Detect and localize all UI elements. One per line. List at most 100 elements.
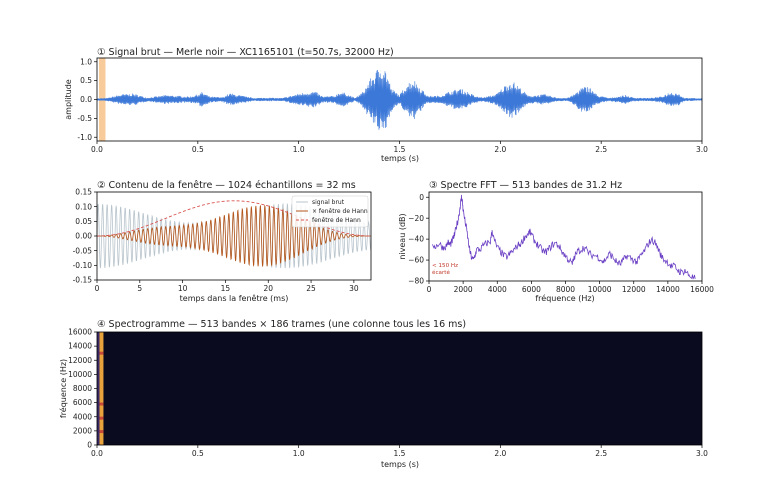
waveform-title: ① Signal brut — Merle noir — XC1165101 (… <box>97 47 394 58</box>
p4-y-tick-label: 0 <box>87 441 92 450</box>
spectrum-x-ticks: 0 2000 4000 6000 8000 10000 12000 14000 16000 <box>427 281 714 294</box>
p4-y-tick-label: 16000 <box>68 328 92 337</box>
p2-y-tick-label: 0.00 <box>75 232 92 241</box>
p3-x-tick-label: 16000 <box>690 285 714 294</box>
p4-y-tick-label: 10000 <box>68 370 92 379</box>
spectrogram-background <box>97 332 702 445</box>
p1-x-tick-label: 1.0 <box>293 145 305 154</box>
p2-y-tick-label: 0.15 <box>75 188 92 197</box>
window-x-ticks: 0 5 10 15 20 25 30 <box>95 280 359 293</box>
panel-waveform: ① Signal brut — Merle noir — XC1165101 (… <box>64 47 708 163</box>
spectrogram-y-label: fréquence (Hz) <box>58 359 68 418</box>
p2-y-tick-label: -0.10 <box>73 261 93 270</box>
window-x-label: temps dans la fenêtre (ms) <box>180 293 289 303</box>
spectrogram-x-label: temps (s) <box>381 460 419 469</box>
window-hann-curve <box>97 200 371 237</box>
waveform-x-ticks: 0.0 0.5 1.0 1.5 2.0 2.5 3.0 <box>91 141 708 154</box>
legend-label-hann: fenêtre de Hann <box>312 217 361 224</box>
panel-spectrum: ③ Spectre FFT — 513 bandes de 31.2 Hz < … <box>398 180 714 303</box>
p3-y-tick-label: −60 <box>408 256 424 265</box>
spectrogram-y-ticks: 16000 14000 12000 10000 8000 6000 4000 2000 0 <box>68 328 97 450</box>
p3-x-tick-label: 14000 <box>656 285 680 294</box>
p1-y-tick-label: 0.5 <box>80 76 92 85</box>
p2-x-tick-label: 10 <box>178 284 188 293</box>
p4-x-tick-label: 1.5 <box>394 449 406 458</box>
p4-y-tick-label: 12000 <box>68 356 92 365</box>
spectrogram-title: ④ Spectrogramme — 513 bandes × 186 trame… <box>97 319 466 330</box>
p4-y-tick-label: 2000 <box>73 426 92 435</box>
p3-x-tick-label: 12000 <box>622 285 646 294</box>
waveform-y-ticks: 1.0 0.5 0.0 -0.5 -1.0 <box>77 57 97 142</box>
p1-y-tick-label: 1.0 <box>80 57 92 66</box>
p4-x-tick-label: 0.5 <box>192 449 204 458</box>
p3-x-tick-label: 10000 <box>588 285 612 294</box>
p2-x-tick-label: 30 <box>349 284 359 293</box>
p2-x-tick-label: 25 <box>306 284 316 293</box>
spectrum-x-label: fréquence (Hz) <box>535 293 594 303</box>
p4-x-tick-label: 2.5 <box>595 449 607 458</box>
spectrum-y-ticks: 0 −20 −40 −60 −80 <box>408 193 429 286</box>
p1-y-tick-label: -1.0 <box>77 133 92 142</box>
spectrum-title: ③ Spectre FFT — 513 bandes de 31.2 Hz <box>429 180 622 191</box>
p1-y-tick-label: -0.5 <box>77 114 92 123</box>
p1-x-tick-label: 1.5 <box>394 145 406 154</box>
p3-x-tick-label: 8000 <box>556 285 575 294</box>
p2-y-tick-label: 0.05 <box>75 217 92 226</box>
spectrogram-hotspot <box>99 430 104 434</box>
p3-x-tick-label: 4000 <box>488 285 507 294</box>
p3-x-tick-label: 0 <box>427 285 432 294</box>
p2-x-tick-label: 20 <box>263 284 273 293</box>
p3-x-tick-label: 6000 <box>522 285 541 294</box>
p1-x-tick-label: 3.0 <box>696 145 708 154</box>
p2-y-tick-label: -0.05 <box>73 246 93 255</box>
p4-x-tick-label: 3.0 <box>696 449 708 458</box>
p2-x-tick-label: 15 <box>221 284 231 293</box>
p2-y-tick-label: -0.15 <box>73 276 93 285</box>
p4-x-tick-label: 2.0 <box>494 449 506 458</box>
spectrum-annotation-line1: < 150 Hz <box>432 263 458 269</box>
spectrogram-hotspot <box>99 416 104 420</box>
window-title: ② Contenu de la fenêtre — 1024 échantill… <box>97 180 356 191</box>
spectrum-axes-frame <box>428 191 703 282</box>
p1-x-tick-label: 0.5 <box>192 145 204 154</box>
waveform-x-label: temps (s) <box>381 154 419 163</box>
p4-y-tick-label: 8000 <box>73 384 92 393</box>
legend-label-raw: signal brut <box>312 199 345 206</box>
panel-window: ② Contenu de la fenêtre — 1024 échantill… <box>73 180 372 303</box>
window-legend: signal brut × fenêtre de Hann fenêtre de… <box>291 195 369 228</box>
legend-label-windowed: × fenêtre de Hann <box>312 208 368 215</box>
window-windowed-signal-line <box>97 204 371 267</box>
p4-y-tick-label: 14000 <box>68 342 92 351</box>
p1-x-tick-label: 2.0 <box>494 145 506 154</box>
p3-x-tick-label: 2000 <box>454 285 473 294</box>
spectrogram-filled-column <box>99 332 104 445</box>
spectrum-annotation-line2: écarté <box>432 269 450 276</box>
window-y-ticks: 0.15 0.10 0.05 0.00 -0.05 -0.10 -0.15 <box>73 188 97 285</box>
p4-y-tick-label: 6000 <box>73 398 92 407</box>
spectrogram-hotspots <box>97 332 104 445</box>
spectrum-y-label: niveau (dB) <box>398 213 407 259</box>
window-legend-box <box>291 195 369 228</box>
p1-x-tick-label: 2.5 <box>595 145 607 154</box>
p4-x-tick-label: 1.0 <box>293 449 305 458</box>
spectrogram-x-ticks: 0.0 0.5 1.0 1.5 2.0 2.5 3.0 <box>91 445 708 458</box>
p1-x-tick-label: 0.0 <box>91 145 103 154</box>
p2-y-tick-label: 0.10 <box>75 202 92 211</box>
spectrogram-first-column <box>97 332 100 445</box>
spectrum-line <box>432 194 696 280</box>
spectrogram-hotspot <box>99 402 104 406</box>
p3-y-tick-label: −20 <box>408 214 424 223</box>
spectrogram-hotspot <box>99 351 104 355</box>
p2-x-tick-label: 0 <box>95 284 100 293</box>
p4-y-tick-label: 4000 <box>73 412 92 421</box>
p3-y-tick-label: −80 <box>408 277 424 286</box>
p3-y-tick-label: −40 <box>408 235 424 244</box>
waveform-signal-line <box>96 69 703 130</box>
p3-y-tick-label: 0 <box>419 193 424 202</box>
p2-x-tick-label: 5 <box>137 284 142 293</box>
p4-x-tick-label: 0.0 <box>91 449 103 458</box>
waveform-y-label: amplitude <box>64 79 73 120</box>
p1-y-tick-label: 0.0 <box>80 95 92 104</box>
panel-spectrogram: ④ Spectrogramme — 513 bandes × 186 trame… <box>58 319 708 469</box>
